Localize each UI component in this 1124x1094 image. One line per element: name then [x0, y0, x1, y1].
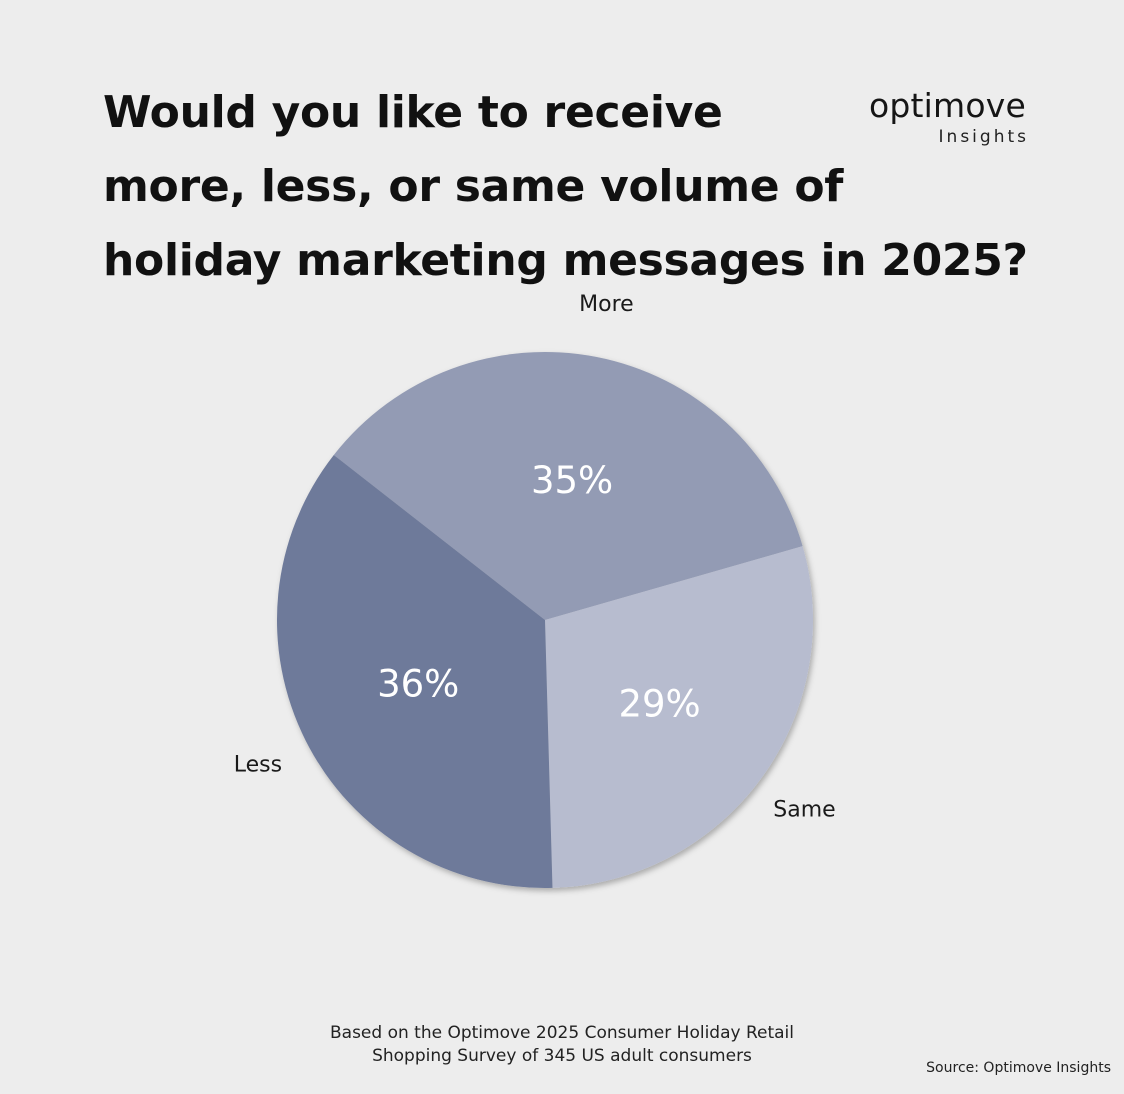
pie-slice-more: [333, 351, 803, 620]
survey-note-line: Shopping Survey of 345 US adult consumer…: [372, 1046, 752, 1066]
logo-name: optimove: [868, 86, 1026, 125]
chart-title-line: Would you like to receive: [103, 87, 723, 138]
optimove-logo: optimove Insights: [869, 88, 1026, 148]
survey-note: Based on the Optimove 2025 Consumer Holi…: [262, 1022, 862, 1068]
pie-slice-less: [276, 455, 553, 889]
category-label-more: More: [579, 292, 634, 317]
value-label-more: 35%: [531, 459, 613, 502]
chart-title-line: holiday marketing messages in 2025?: [103, 235, 1028, 286]
source-note: Source: Optimove Insights: [926, 1060, 1111, 1076]
logo-subtitle: Insights: [938, 127, 1029, 147]
category-label-same: Same: [773, 797, 835, 822]
survey-note-line: Based on the Optimove 2025 Consumer Holi…: [329, 1023, 794, 1043]
pie-slice-same: [545, 546, 814, 888]
category-label-less: Less: [234, 753, 282, 778]
chart-title-line: more, less, or same volume of: [103, 161, 844, 212]
value-label-less: 36%: [377, 663, 459, 706]
value-label-same: 29%: [618, 682, 700, 725]
chart-title: Would you like to receive more, less, or…: [103, 76, 1028, 298]
